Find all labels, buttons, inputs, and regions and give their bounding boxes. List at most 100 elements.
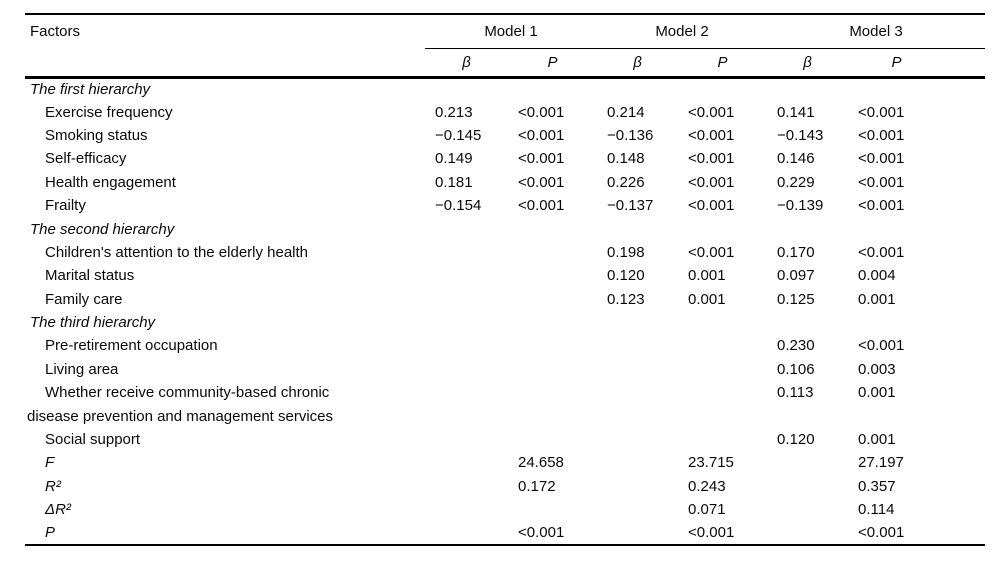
beta-header-model1: β [425,48,508,79]
table-row: Marital status 0.120 0.001 0.097 0.004 [25,264,985,287]
beta-header-model2: β [597,48,678,79]
value-cell: 0.141 [777,103,815,121]
table-row: Living area 0.106 0.003 [25,358,985,381]
value-cell: 0.357 [858,477,896,495]
table-row: Whether receive community-based chronic 0… [25,381,985,404]
header-row-models: Factors Model 1 Model 2 Model 3 [25,14,985,79]
table-row: P <0.001 <0.001 <0.001 [25,521,985,544]
value-cell [597,498,678,521]
factor-label: F [45,454,55,472]
table-row: Family care 0.123 0.001 0.125 0.001 [25,288,985,311]
value-cell [678,404,767,427]
value-cell [678,217,767,240]
value-cell: <0.001 [518,103,565,121]
value-cell: <0.001 [688,524,735,542]
table-row: Social support 0.120 0.001 [25,428,985,451]
value-cell: 0.120 [777,431,815,449]
value-cell: 0.214 [607,103,645,121]
factor-label: Marital status [45,267,135,285]
value-cell: <0.001 [688,126,735,144]
value-cell [767,404,848,427]
value-cell: 0.001 [688,267,726,285]
value-cell: 0.004 [858,267,896,285]
value-cell [425,288,508,311]
value-cell [597,521,678,544]
value-cell [425,264,508,287]
factor-label: Self-efficacy [45,150,127,168]
value-cell [508,498,597,521]
value-cell [597,428,678,451]
table-row: Children's attention to the elderly heal… [25,241,985,264]
value-cell [678,334,767,357]
value-cell: <0.001 [688,197,735,215]
value-cell [508,217,597,240]
factor-label: Health engagement [45,173,176,191]
value-cell: 0.125 [777,290,815,308]
factor-label: R² [45,477,61,495]
regression-table: Factors Model 1 Model 2 Model 3 β P β P … [25,13,985,546]
factor-label: Pre-retirement occupation [45,337,218,355]
value-cell: 0.114 [858,501,895,519]
value-cell: 0.148 [607,150,645,168]
value-cell [425,311,508,334]
value-cell: 0.181 [435,173,473,191]
value-cell [425,77,508,100]
value-cell [425,381,508,404]
value-cell [848,217,985,240]
value-cell: <0.001 [518,524,565,542]
value-cell: 0.106 [777,360,815,378]
value-cell: 0.172 [518,477,556,495]
table-row: disease prevention and management servic… [25,404,985,427]
value-cell: 0.001 [858,384,896,402]
value-cell: <0.001 [858,103,905,121]
value-cell [678,428,767,451]
value-cell [597,311,678,334]
value-cell: 0.113 [777,384,814,402]
value-cell [508,241,597,264]
regression-table-container: Factors Model 1 Model 2 Model 3 β P β P … [25,13,985,546]
value-cell [508,334,597,357]
value-cell: <0.001 [858,243,905,261]
factor-label: ΔR² [45,501,71,519]
value-cell: 0.001 [858,431,896,449]
value-cell [597,358,678,381]
value-cell: 0.226 [607,173,645,191]
value-cell [848,77,985,100]
factor-label: Social support [45,431,141,449]
value-cell [767,217,848,240]
value-cell: <0.001 [858,524,905,542]
p-header-model2: P [678,48,767,79]
value-cell: <0.001 [518,126,565,144]
value-cell: 0.001 [858,290,896,308]
value-cell [597,475,678,498]
value-cell: −0.145 [435,126,482,144]
factor-label: The third hierarchy [30,314,156,332]
factor-label: Frailty [45,197,86,215]
model-2-header: Model 2 [597,14,767,49]
table-row: Health engagement 0.181 <0.001 0.226 <0.001 0… [25,171,985,194]
value-cell [425,451,508,474]
table-row: ΔR² 0.071 0.114 [25,498,985,521]
value-cell: 0.213 [435,103,473,121]
value-cell: 0.001 [688,290,726,308]
p-header-model1: P [508,48,597,79]
value-cell: <0.001 [858,150,905,168]
value-cell [597,451,678,474]
value-cell [597,77,678,100]
table-row: Frailty −0.154 <0.001 −0.137 <0.001 −0.139 <0.… [25,194,985,217]
value-cell: <0.001 [858,197,905,215]
value-cell: 0.170 [777,243,815,261]
value-cell: −0.137 [607,197,654,215]
value-cell: 0.003 [858,360,896,378]
factor-label: Smoking status [45,126,148,144]
value-cell: <0.001 [518,173,565,191]
value-cell: −0.136 [607,126,654,144]
value-cell [508,288,597,311]
value-cell [678,77,767,100]
table-row: The third hierarchy [25,311,985,334]
value-cell: <0.001 [858,173,905,191]
value-cell [848,311,985,334]
factor-label: Whether receive community-based chronic [45,384,330,402]
value-cell [678,381,767,404]
